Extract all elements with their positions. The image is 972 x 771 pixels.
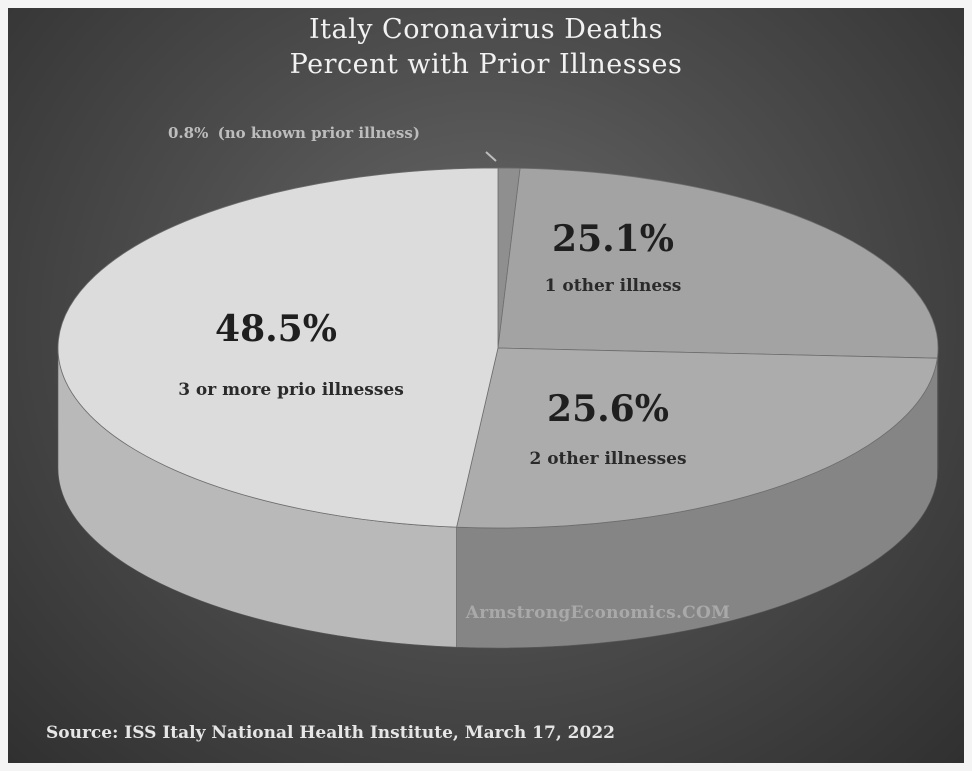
slice-cat-no-illness: (no known prior illness) — [218, 124, 420, 142]
chart-subtitle: Percent with Prior Illnesses — [290, 49, 683, 80]
slice-label-no-illness: 0.8% (no known prior illness) — [168, 124, 420, 142]
pie-slice-2-illnesses — [456, 347, 938, 529]
chart-frame: Italy Coronavirus Deaths Percent with Pr… — [8, 8, 964, 763]
chart-title: Italy Coronavirus Deaths — [309, 14, 663, 45]
slice-cat-1-illness: 1 other illness — [545, 276, 682, 296]
pie-tops — [57, 167, 939, 529]
pie-slice-1-illness — [497, 167, 939, 359]
slice-cat-3-illnesses: 3 or more prio illnesses — [178, 380, 404, 400]
slice-pct-1-illness: 25.1% — [552, 218, 674, 260]
source-note: Source: ISS Italy National Health Instit… — [46, 723, 615, 743]
slice-pct-3-illnesses: 48.5% — [215, 308, 337, 350]
watermark: ArmstrongEconomics.COM — [465, 603, 731, 623]
pie-slice-3-illnesses — [57, 167, 499, 528]
pie-chart: Italy Coronavirus Deaths Percent with Pr… — [46, 14, 939, 743]
slice-pct-2-illnesses: 25.6% — [547, 388, 669, 430]
slice-cat-2-illnesses: 2 other illnesses — [529, 449, 686, 469]
leader-line-no-illness — [485, 151, 497, 162]
slice-pct-no-illness: 0.8% — [168, 124, 208, 142]
